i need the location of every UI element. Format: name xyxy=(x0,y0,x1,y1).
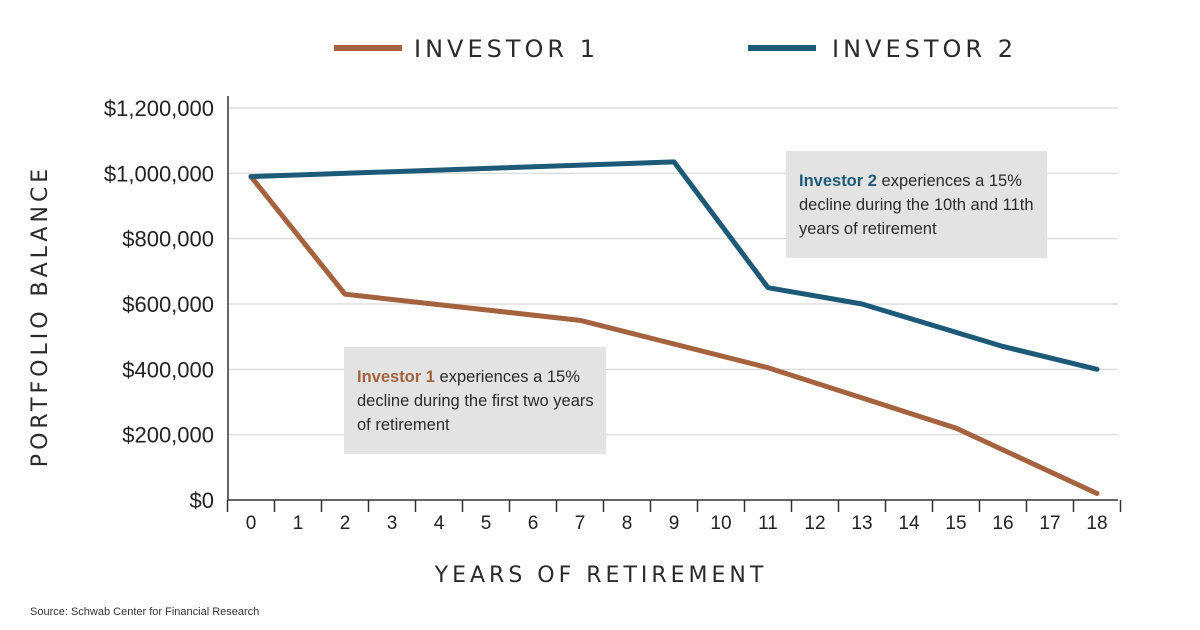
legend: INVESTOR 1 INVESTOR 2 xyxy=(334,35,1017,63)
y-tick-label: $800,000 xyxy=(122,227,214,252)
y-axis-title: PORTFOLIO BALANCE xyxy=(28,165,53,467)
x-tick-label: 4 xyxy=(434,513,445,534)
x-tick-label: 18 xyxy=(1086,513,1107,534)
annotation-investor-2: Investor 2 experiences a 15% decline dur… xyxy=(786,151,1047,258)
axes xyxy=(226,96,1122,512)
x-tick-label: 16 xyxy=(992,513,1013,534)
series-lines xyxy=(248,159,1100,496)
x-tick-label: 12 xyxy=(804,513,825,534)
x-tick-label: 11 xyxy=(758,513,778,534)
y-tick-label: $600,000 xyxy=(122,292,214,317)
x-tick-label: 15 xyxy=(945,513,966,534)
y-tick-label: $1,000,000 xyxy=(104,161,214,186)
x-tick-label: 7 xyxy=(575,513,586,534)
y-tick-label: $0 xyxy=(190,488,214,513)
legend-label-investor-1: INVESTOR 1 xyxy=(414,35,599,63)
annotation-investor-2-text: experiences a 15% decline during the 10t… xyxy=(799,172,1034,238)
y-tick-label: $200,000 xyxy=(122,423,214,448)
x-tick-label: 13 xyxy=(851,513,872,534)
legend-label-investor-2: INVESTOR 2 xyxy=(832,35,1017,63)
annotation-investor-1: Investor 1 experiences a 15% decline dur… xyxy=(344,347,606,454)
y-tick-label: $400,000 xyxy=(122,357,214,382)
series-line-investor-1 xyxy=(248,174,1100,496)
annotation-investor-2-highlight: Investor 2 xyxy=(799,172,877,190)
annotation-investor-1-text: experiences a 15% decline during the fir… xyxy=(357,368,594,434)
annotation-investor-1-highlight: Investor 1 xyxy=(357,368,435,386)
x-tick-labels: 0 1 2 3 4 5 6 7 8 9 10 11 12 13 14 15 16 17 18 xyxy=(246,513,1108,534)
x-tick-label: 6 xyxy=(528,513,539,534)
x-tick-label: 0 xyxy=(246,513,257,534)
x-tick-label: 10 xyxy=(710,513,731,534)
y-tick-label: $1,200,000 xyxy=(104,96,214,121)
x-tick-label: 2 xyxy=(340,513,351,534)
y-tick-labels: $0 $200,000 $400,000 $600,000 $800,000 $1,000… xyxy=(104,96,214,513)
x-tick-label: 3 xyxy=(387,513,398,534)
x-tick-label: 14 xyxy=(898,513,920,534)
x-tick-label: 8 xyxy=(622,513,633,534)
x-tick-label: 9 xyxy=(669,513,680,534)
x-tick-label: 1 xyxy=(293,513,304,534)
x-tick-label: 17 xyxy=(1039,513,1060,534)
x-tick-label: 5 xyxy=(481,513,492,534)
series-line-investor-2 xyxy=(248,159,1100,372)
source-note: Source: Schwab Center for Financial Rese… xyxy=(30,606,260,618)
x-axis-title: YEARS OF RETIREMENT xyxy=(434,563,768,588)
